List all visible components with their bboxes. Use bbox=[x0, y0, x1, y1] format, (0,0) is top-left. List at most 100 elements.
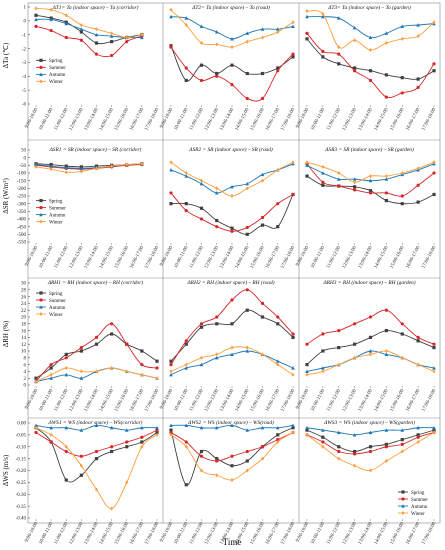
data-point-autumn bbox=[230, 352, 234, 356]
x-tick-label: 15:00-16:00 bbox=[114, 107, 130, 131]
data-point-winter bbox=[260, 456, 265, 461]
legend-label-autumn: Autumn bbox=[49, 213, 66, 218]
data-point-spring bbox=[79, 30, 83, 34]
data-point-spring bbox=[64, 478, 68, 482]
data-point-winter bbox=[140, 372, 144, 377]
x-tick-label: 11:00-12:00 bbox=[54, 388, 70, 412]
y-tick-label: -0.35 bbox=[16, 505, 27, 510]
x-tick-label: 11:00-12:00 bbox=[54, 245, 70, 269]
data-point-autumn bbox=[214, 30, 219, 34]
data-point-autumn bbox=[169, 14, 173, 19]
data-point-summer bbox=[321, 440, 325, 444]
data-point-autumn bbox=[336, 177, 341, 181]
data-point-summer bbox=[291, 52, 295, 56]
legend-label-summer: Summer bbox=[49, 299, 66, 304]
data-point-winter bbox=[125, 162, 129, 167]
data-point-winter bbox=[245, 468, 249, 473]
data-point-winter bbox=[321, 369, 325, 374]
x-tick-label: 10:00-11:00 bbox=[174, 245, 190, 269]
data-point-spring bbox=[400, 202, 404, 206]
panel-title: ΔSR3 = SR (indoor space) – SR (garden) bbox=[324, 146, 414, 153]
data-point-winter bbox=[79, 463, 83, 468]
y-tick-label: -0.05 bbox=[16, 434, 27, 439]
x-tick-label: 12:00-13:00 bbox=[342, 521, 358, 545]
x-tick-label: 15:00-16:00 bbox=[114, 521, 130, 545]
chart-row-4: ΔWS (m/s) -0.40 -0.35 -0.30 -0.25 -0.20 -0.15 -… bbox=[2, 418, 437, 546]
data-point-winter bbox=[184, 23, 188, 28]
data-point-autumn bbox=[79, 166, 84, 170]
data-point-summer bbox=[260, 215, 265, 220]
chart-row-2: ΔSR (W/m²)-550-500-450-400-350-300-250-2… bbox=[2, 140, 437, 278]
legend-label-winter: Winter bbox=[411, 512, 425, 517]
data-point-autumn bbox=[275, 425, 280, 430]
y-tick-label: 20 bbox=[21, 316, 27, 321]
y-tick-label: 30 bbox=[21, 282, 27, 287]
x-tick-label: 14:00-15:00 bbox=[374, 107, 390, 131]
data-point-summer bbox=[416, 85, 420, 89]
data-point-autumn bbox=[291, 423, 295, 427]
y-tick-label: 0 bbox=[24, 156, 27, 161]
data-point-summer bbox=[199, 78, 204, 83]
y-tick-label: -150 bbox=[17, 179, 27, 184]
x-tick-label: 15:00-16:00 bbox=[250, 107, 266, 131]
data-point-winter bbox=[384, 41, 388, 46]
legend-row-3: Spring Summer Autumn Winter bbox=[36, 291, 66, 318]
data-point-summer bbox=[245, 96, 249, 101]
data-point-winter bbox=[49, 372, 53, 377]
data-point-winter bbox=[184, 171, 188, 175]
data-point-spring bbox=[215, 218, 219, 223]
data-point-spring bbox=[215, 71, 219, 76]
data-point-autumn bbox=[34, 162, 38, 167]
data-point-winter bbox=[125, 35, 129, 40]
data-point-autumn bbox=[184, 16, 189, 20]
y-tick-label: 50 bbox=[21, 149, 27, 154]
data-point-winter bbox=[184, 444, 188, 449]
data-point-winter bbox=[245, 345, 249, 350]
legend-marker-summer bbox=[39, 206, 43, 210]
x-tick-label: 17:00-18:00 bbox=[280, 388, 296, 412]
data-point-autumn bbox=[184, 174, 189, 178]
data-point-winter bbox=[49, 167, 53, 172]
data-point-spring bbox=[400, 438, 404, 442]
data-point-spring bbox=[291, 426, 295, 430]
data-point-summer bbox=[260, 445, 265, 449]
data-point-autumn bbox=[416, 425, 420, 430]
data-point-summer bbox=[64, 449, 68, 454]
x-tick-label: 17:00-18:00 bbox=[421, 107, 437, 131]
data-point-spring bbox=[384, 329, 388, 333]
legend-marker-autumn bbox=[39, 72, 43, 76]
x-tick-label: 12:00-13:00 bbox=[204, 521, 220, 545]
y-tick-label: 0 bbox=[24, 384, 27, 389]
x-tick-label: 16:00-17:00 bbox=[265, 521, 281, 545]
x-tick-label: 14:00-15:00 bbox=[374, 245, 390, 269]
data-point-winter bbox=[230, 194, 234, 198]
data-point-summer bbox=[416, 435, 420, 439]
data-point-autumn bbox=[384, 428, 389, 432]
data-point-summer bbox=[199, 217, 204, 221]
data-point-spring bbox=[230, 464, 234, 468]
series-line-summer bbox=[170, 46, 294, 102]
data-point-autumn bbox=[352, 177, 357, 181]
data-point-spring bbox=[291, 335, 295, 339]
data-point-summer bbox=[79, 454, 83, 458]
data-point-winter bbox=[64, 366, 68, 370]
legend-label-spring: Spring bbox=[49, 59, 63, 64]
data-point-summer bbox=[384, 308, 388, 312]
data-point-summer bbox=[245, 225, 249, 230]
x-tick-label: 14:00-15:00 bbox=[374, 388, 390, 412]
panel-r4-c3: ΔWS3 = WS (indoor space) – WS(garden) 9:0… bbox=[296, 418, 437, 546]
data-point-spring bbox=[245, 459, 249, 463]
data-point-autumn bbox=[94, 32, 99, 37]
panel-title: ΔT1= Ta (indoor space) – Ta (corridor) bbox=[52, 4, 139, 11]
x-tick-label: 9:00-10:00 bbox=[296, 245, 311, 267]
data-point-spring bbox=[79, 473, 83, 477]
x-tick-label: 17:00-18:00 bbox=[421, 245, 437, 269]
data-point-summer bbox=[368, 449, 373, 454]
data-point-winter bbox=[305, 9, 309, 14]
data-point-summer bbox=[49, 440, 53, 444]
y-tick-label: 0.00 bbox=[17, 422, 26, 427]
legend-marker-summer bbox=[39, 298, 43, 302]
data-point-autumn bbox=[155, 425, 159, 430]
x-tick-label: 13:00-14:00 bbox=[219, 107, 235, 131]
